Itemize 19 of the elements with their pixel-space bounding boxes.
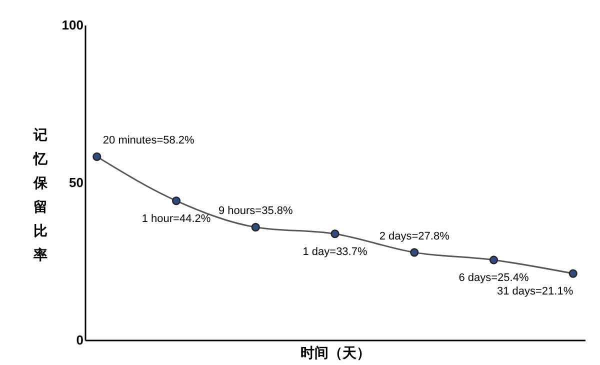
- y-tick-label: 50: [69, 175, 84, 190]
- data-label: 1 hour=44.2%: [142, 212, 211, 225]
- point: [568, 269, 578, 278]
- y-tick-label: 100: [62, 18, 84, 32]
- data-label: 20 minutes=58.2%: [102, 134, 195, 147]
- point: [330, 230, 340, 238]
- point: [172, 196, 181, 206]
- data-label: 1 day=33.7%: [302, 246, 368, 258]
- data-label: 6 days=25.4%: [458, 272, 529, 284]
- x-axis-title: 时间（天）: [300, 344, 370, 360]
- point: [410, 248, 419, 257]
- data-label: 9 hours=35.8%: [218, 205, 293, 218]
- point: [92, 152, 102, 161]
- y-axis-title: 记忆保留比率: [32, 126, 48, 262]
- point: [251, 222, 260, 232]
- data-label: 31 days=21.1%: [496, 286, 574, 298]
- point: [489, 256, 498, 264]
- data-label: 2 days=27.8%: [379, 230, 450, 242]
- y-tick-label: 0: [76, 332, 84, 348]
